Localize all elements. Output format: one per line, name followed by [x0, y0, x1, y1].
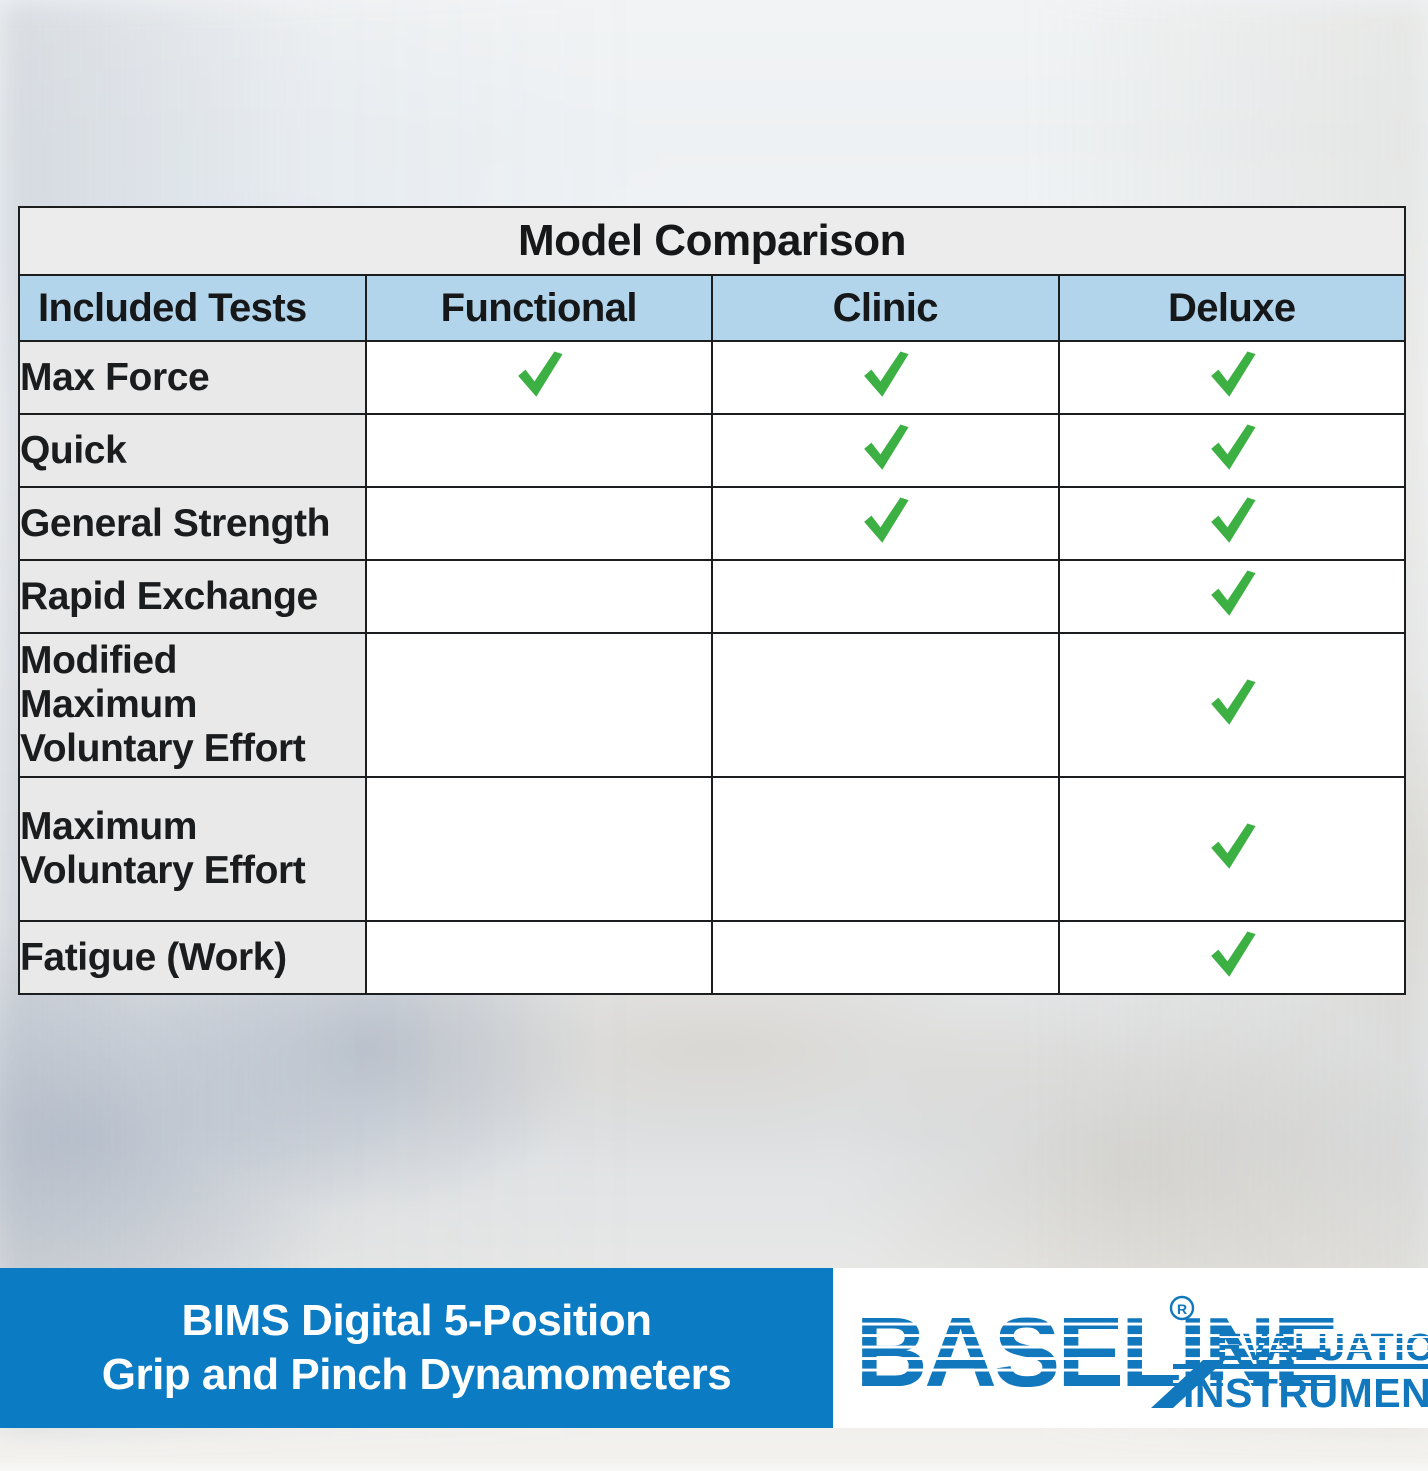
- test-name-cell: Modified Maximum Voluntary Effort: [18, 632, 367, 778]
- cell-functional: [364, 559, 713, 634]
- cell-deluxe: [1057, 413, 1406, 488]
- column-header-included-tests: Included Tests: [18, 274, 367, 342]
- checkmark-icon: [856, 419, 914, 477]
- cell-clinic: [711, 486, 1060, 561]
- svg-text:R: R: [1177, 1301, 1187, 1317]
- table-row: Rapid Exchange: [18, 559, 1406, 634]
- banner-line-1: BIMS Digital 5-Position: [181, 1296, 652, 1346]
- table-title: Model Comparison: [18, 206, 1406, 276]
- logo-divider-rule: [1173, 1364, 1428, 1369]
- table-row: Maximum Voluntary Effort: [18, 776, 1406, 922]
- cell-functional: [364, 776, 713, 922]
- table-row: Modified Maximum Voluntary Effort: [18, 632, 1406, 778]
- cell-functional: [364, 340, 713, 415]
- cell-deluxe: [1057, 632, 1406, 778]
- logo-diagonal-slash: [1151, 1360, 1225, 1408]
- cell-clinic: [711, 632, 1060, 778]
- table-row: General Strength: [18, 486, 1406, 561]
- cell-deluxe: [1057, 776, 1406, 922]
- table-header-row: Included Tests Functional Clinic Deluxe: [18, 274, 1406, 342]
- test-name-cell: Fatigue (Work): [18, 920, 367, 995]
- model-comparison-table: Model Comparison Included Tests Functional…: [18, 206, 1406, 995]
- logo-tagline-line-1: EVALUATION: [1217, 1327, 1428, 1369]
- model-comparison-table-container: Model Comparison Included Tests Functional…: [18, 206, 1406, 995]
- table-row: Fatigue (Work): [18, 920, 1406, 995]
- registered-trademark-icon: [1169, 1295, 1195, 1321]
- test-name-cell: Max Force: [18, 340, 367, 415]
- baseline-evaluation-instruments-logo: BASELINE BASELINE R EVALUATION EVALUATIO…: [833, 1268, 1428, 1428]
- test-name-cell: Quick: [18, 413, 367, 488]
- checkmark-icon: [856, 492, 914, 550]
- checkmark-icon: [1203, 674, 1261, 732]
- checkmark-icon: [1203, 926, 1261, 984]
- cell-clinic: [711, 920, 1060, 995]
- checkmark-icon: [1203, 419, 1261, 477]
- table-row: Quick: [18, 413, 1406, 488]
- table-row: Max Force: [18, 340, 1406, 415]
- product-name-banner: BIMS Digital 5-Position Grip and Pinch D…: [0, 1268, 833, 1428]
- logo-tagline-line-2: INSTRUMENTS: [1183, 1370, 1428, 1416]
- cell-functional: [364, 486, 713, 561]
- column-header-clinic: Clinic: [711, 274, 1060, 342]
- checkmark-icon: [1203, 818, 1261, 876]
- checkmark-icon: [1203, 492, 1261, 550]
- cell-deluxe: [1057, 920, 1406, 995]
- cell-deluxe: [1057, 486, 1406, 561]
- table-title-row: Model Comparison: [18, 206, 1406, 276]
- cell-deluxe: [1057, 340, 1406, 415]
- column-header-functional: Functional: [364, 274, 713, 342]
- checkmark-icon: [510, 346, 568, 404]
- checkmark-icon: [1203, 565, 1261, 623]
- test-name-cell: General Strength: [18, 486, 367, 561]
- cell-deluxe: [1057, 559, 1406, 634]
- cell-functional: [364, 413, 713, 488]
- cell-clinic: [711, 559, 1060, 634]
- checkmark-icon: [1203, 346, 1261, 404]
- test-name-cell: Maximum Voluntary Effort: [18, 776, 367, 922]
- banner-line-2: Grip and Pinch Dynamometers: [101, 1350, 732, 1399]
- cell-clinic: [711, 340, 1060, 415]
- column-header-deluxe: Deluxe: [1057, 274, 1406, 342]
- checkmark-icon: [856, 346, 914, 404]
- test-name-cell: Rapid Exchange: [18, 559, 367, 634]
- cell-functional: [364, 920, 713, 995]
- logo-wordmark-text: BASELINE: [855, 1297, 1336, 1407]
- svg-text:BASELINE: BASELINE: [855, 1297, 1336, 1407]
- cell-functional: [364, 632, 713, 778]
- cell-clinic: [711, 776, 1060, 922]
- cell-clinic: [711, 413, 1060, 488]
